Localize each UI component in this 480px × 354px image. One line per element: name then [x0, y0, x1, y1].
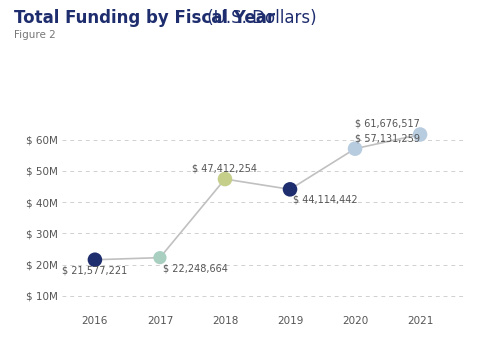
Text: Total Funding by Fiscal Year: Total Funding by Fiscal Year [14, 9, 276, 27]
Text: Figure 2: Figure 2 [14, 30, 56, 40]
Point [156, 255, 164, 261]
Text: $ 22,248,664: $ 22,248,664 [163, 263, 228, 273]
Point [351, 146, 359, 152]
Point [416, 132, 424, 137]
Text: (U.S. Dollars): (U.S. Dollars) [202, 9, 317, 27]
Point [91, 257, 99, 263]
Point [221, 176, 229, 182]
Text: $ 47,412,254: $ 47,412,254 [192, 164, 257, 173]
Text: $ 44,114,442: $ 44,114,442 [293, 195, 358, 205]
Text: $ 21,577,221: $ 21,577,221 [62, 266, 128, 275]
Point [286, 187, 294, 192]
Text: $ 57,131,259: $ 57,131,259 [355, 133, 420, 143]
Text: $ 61,676,517: $ 61,676,517 [355, 119, 420, 129]
